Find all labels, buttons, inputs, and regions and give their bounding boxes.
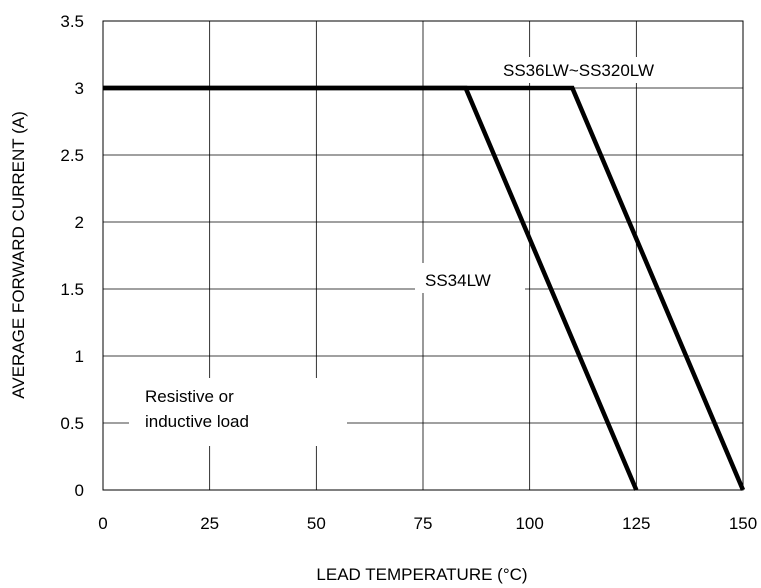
plot-border (102, 20, 744, 491)
label-background (493, 57, 728, 83)
label-background (129, 378, 347, 446)
series-lines (103, 85, 746, 491)
x-tick-label: 150 (729, 514, 757, 533)
series-line-2 (103, 85, 746, 491)
plot-frame (102, 20, 744, 491)
y-tick-label: 3.5 (60, 12, 84, 31)
y-tick-label: 2 (75, 213, 84, 232)
y-tick-label: 1.5 (60, 280, 84, 299)
tick-labels: 0 25 50 75 100 125 150 0 0.5 1 1.5 2 2.5 3 3.5 (60, 12, 757, 533)
x-tick-label: 125 (622, 514, 650, 533)
y-tick-label: 0.5 (60, 414, 84, 433)
annotations: SS34LW SS36LW~SS320LW Resistive or inductiv… (145, 61, 654, 431)
x-axis-title: LEAD TEMPERATURE (°C) (316, 565, 527, 584)
y-tick-label: 0 (75, 481, 84, 500)
x-tick-label: 100 (515, 514, 543, 533)
series-label-2: SS36LW~SS320LW (503, 61, 654, 80)
label-background (415, 263, 525, 293)
x-tick-label: 25 (200, 514, 219, 533)
grid (103, 21, 743, 490)
y-tick-label: 2.5 (60, 146, 84, 165)
series-label-1: SS34LW (425, 271, 491, 290)
x-tick-label: 50 (307, 514, 326, 533)
x-tick-label: 75 (414, 514, 433, 533)
load-note-line-1: Resistive or (145, 387, 234, 406)
y-tick-label: 3 (75, 79, 84, 98)
x-tick-label: 0 (98, 514, 107, 533)
y-axis-title: AVERAGE FORWARD CURRENT (A) (9, 111, 28, 398)
load-note-line-2: inductive load (145, 412, 249, 431)
y-tick-label: 1 (75, 347, 84, 366)
